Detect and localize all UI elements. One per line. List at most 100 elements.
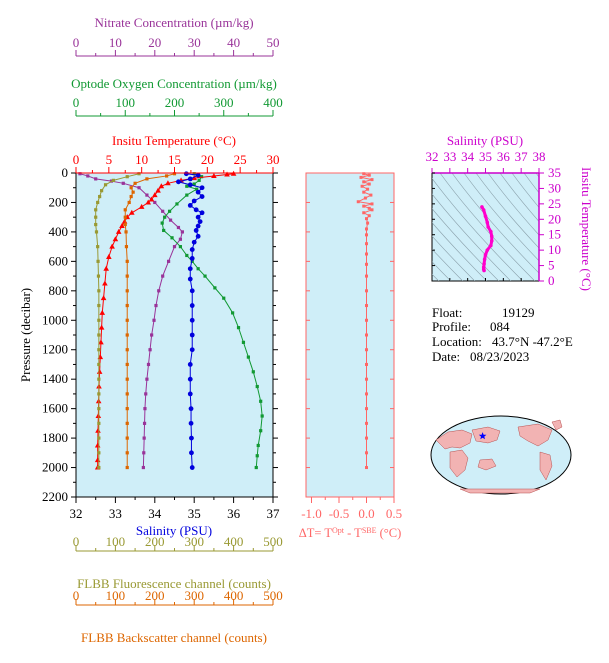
nitrate-point (145, 193, 149, 197)
fluorescence-point (97, 436, 101, 440)
backscatter-point (125, 348, 129, 352)
delta-t-point (370, 202, 374, 206)
world-map (430, 415, 572, 495)
t-s-series (480, 205, 494, 273)
fluorescence-tick-label: 300 (184, 534, 204, 549)
backscatter-point (124, 245, 129, 249)
oxygen-axis: Optode Oxygen Concentration (µm/kg) 0 100… (71, 76, 283, 117)
oxygen-line (161, 173, 263, 468)
pressure-tick-label: 1800 (42, 430, 68, 445)
nitrate-tick-label: 30 (188, 35, 201, 50)
salinity-tick-label: 36 (227, 506, 241, 521)
salinity-point (199, 210, 205, 216)
density-contour (499, 173, 539, 222)
temperature-point (103, 265, 110, 271)
backscatter-tick-label: 100 (106, 588, 126, 603)
backscatter-point (125, 274, 129, 278)
nitrate-point (172, 245, 177, 249)
fluorescence-point (97, 289, 101, 293)
salinity-point (183, 171, 189, 177)
delta-t-point (367, 173, 371, 177)
nitrate-axis-label: Nitrate Concentration (µm/kg) (94, 15, 253, 30)
t-s-point (489, 234, 494, 239)
pressure-tick-label: 1200 (42, 342, 68, 357)
nitrate-point (152, 318, 156, 322)
delta-t-axis: -1.0 -0.5 0.0 0.5 (301, 172, 402, 521)
temperature-point (191, 175, 197, 181)
nitrate-point (142, 436, 146, 440)
delta-t-point (367, 206, 371, 210)
backscatter-point (133, 181, 137, 185)
oxygen-point (185, 253, 189, 258)
fluorescence-tick-label: 100 (106, 534, 126, 549)
backscatter-tick-label: 0 (73, 588, 80, 603)
fluorescence-point (97, 318, 101, 322)
backscatter-point (125, 318, 129, 322)
oxygen-point (196, 267, 200, 271)
pressure-tick-label: 1600 (42, 401, 68, 416)
location-label: Location: (432, 334, 482, 349)
backscatter-point (125, 303, 129, 308)
t-s-y-tick-label: 25 (548, 196, 561, 211)
density-contour (535, 173, 539, 178)
fluorescence-tick-label: 0 (73, 534, 80, 549)
location-value: 43.7°N -47.2°E (492, 334, 573, 349)
delta-t-point (365, 227, 368, 231)
delta-t-point (365, 242, 368, 246)
delta-t-point (365, 233, 368, 237)
nitrate-point (150, 333, 154, 337)
delta-t-point (356, 200, 360, 204)
density-contour (432, 208, 500, 281)
delta-t-point (365, 262, 368, 266)
t-s-x-tick-label: 34 (461, 149, 475, 164)
delta-t-point (365, 289, 368, 293)
t-s-y-tick-label: 15 (548, 227, 561, 242)
delta-t-point (362, 172, 366, 176)
delta-t-series (356, 172, 374, 470)
fluorescence-point (125, 175, 129, 179)
backscatter-point (145, 177, 149, 181)
pressure-tick-label: 1400 (42, 371, 68, 386)
oxygen-point (197, 178, 201, 182)
density-contour (439, 173, 536, 281)
density-contour (451, 173, 539, 274)
t-s-y-tick-label: 5 (548, 258, 555, 273)
oxygen-point (231, 311, 235, 315)
oxygen-point (255, 384, 259, 389)
temperature-point (158, 183, 165, 189)
oxygen-point (185, 184, 189, 188)
t-s-y-tick-label: 20 (548, 211, 561, 226)
nitrate-point (142, 421, 147, 425)
backscatter-tick-label: 200 (145, 588, 165, 603)
nitrate-point (166, 259, 171, 263)
float-label: Float: (432, 305, 462, 320)
density-contour (523, 173, 539, 194)
oxygen-point (185, 193, 189, 197)
delta-t-tick-label: 0.5 (386, 506, 402, 521)
fluorescence-point (97, 377, 101, 381)
delta-t-point (362, 204, 366, 208)
salinity-point (195, 214, 201, 220)
backscatter-point (125, 407, 129, 411)
nitrate-point (168, 218, 173, 222)
delta-t-point (365, 217, 368, 221)
backscatter-point (125, 392, 129, 396)
t-s-x-tick-label: 36 (497, 149, 511, 164)
nitrate-tick-label: 20 (148, 35, 161, 50)
salinity-point (187, 391, 193, 397)
pressure-tick-label: 600 (49, 253, 69, 268)
delta-t-tick-label: 0.0 (358, 506, 374, 521)
fluorescence-point (96, 259, 100, 263)
backscatter-point (125, 259, 129, 263)
oxygen-point (163, 215, 167, 219)
fluorescence-point (97, 392, 101, 396)
salinity-point (199, 194, 205, 199)
temperature-tick-label: 15 (168, 152, 181, 167)
temperature-point (129, 209, 135, 215)
profile-label: Profile: (432, 319, 471, 334)
t-s-x-tick-label: 38 (533, 149, 546, 164)
fluorescence-point (94, 208, 98, 212)
nitrate-point (176, 225, 181, 230)
